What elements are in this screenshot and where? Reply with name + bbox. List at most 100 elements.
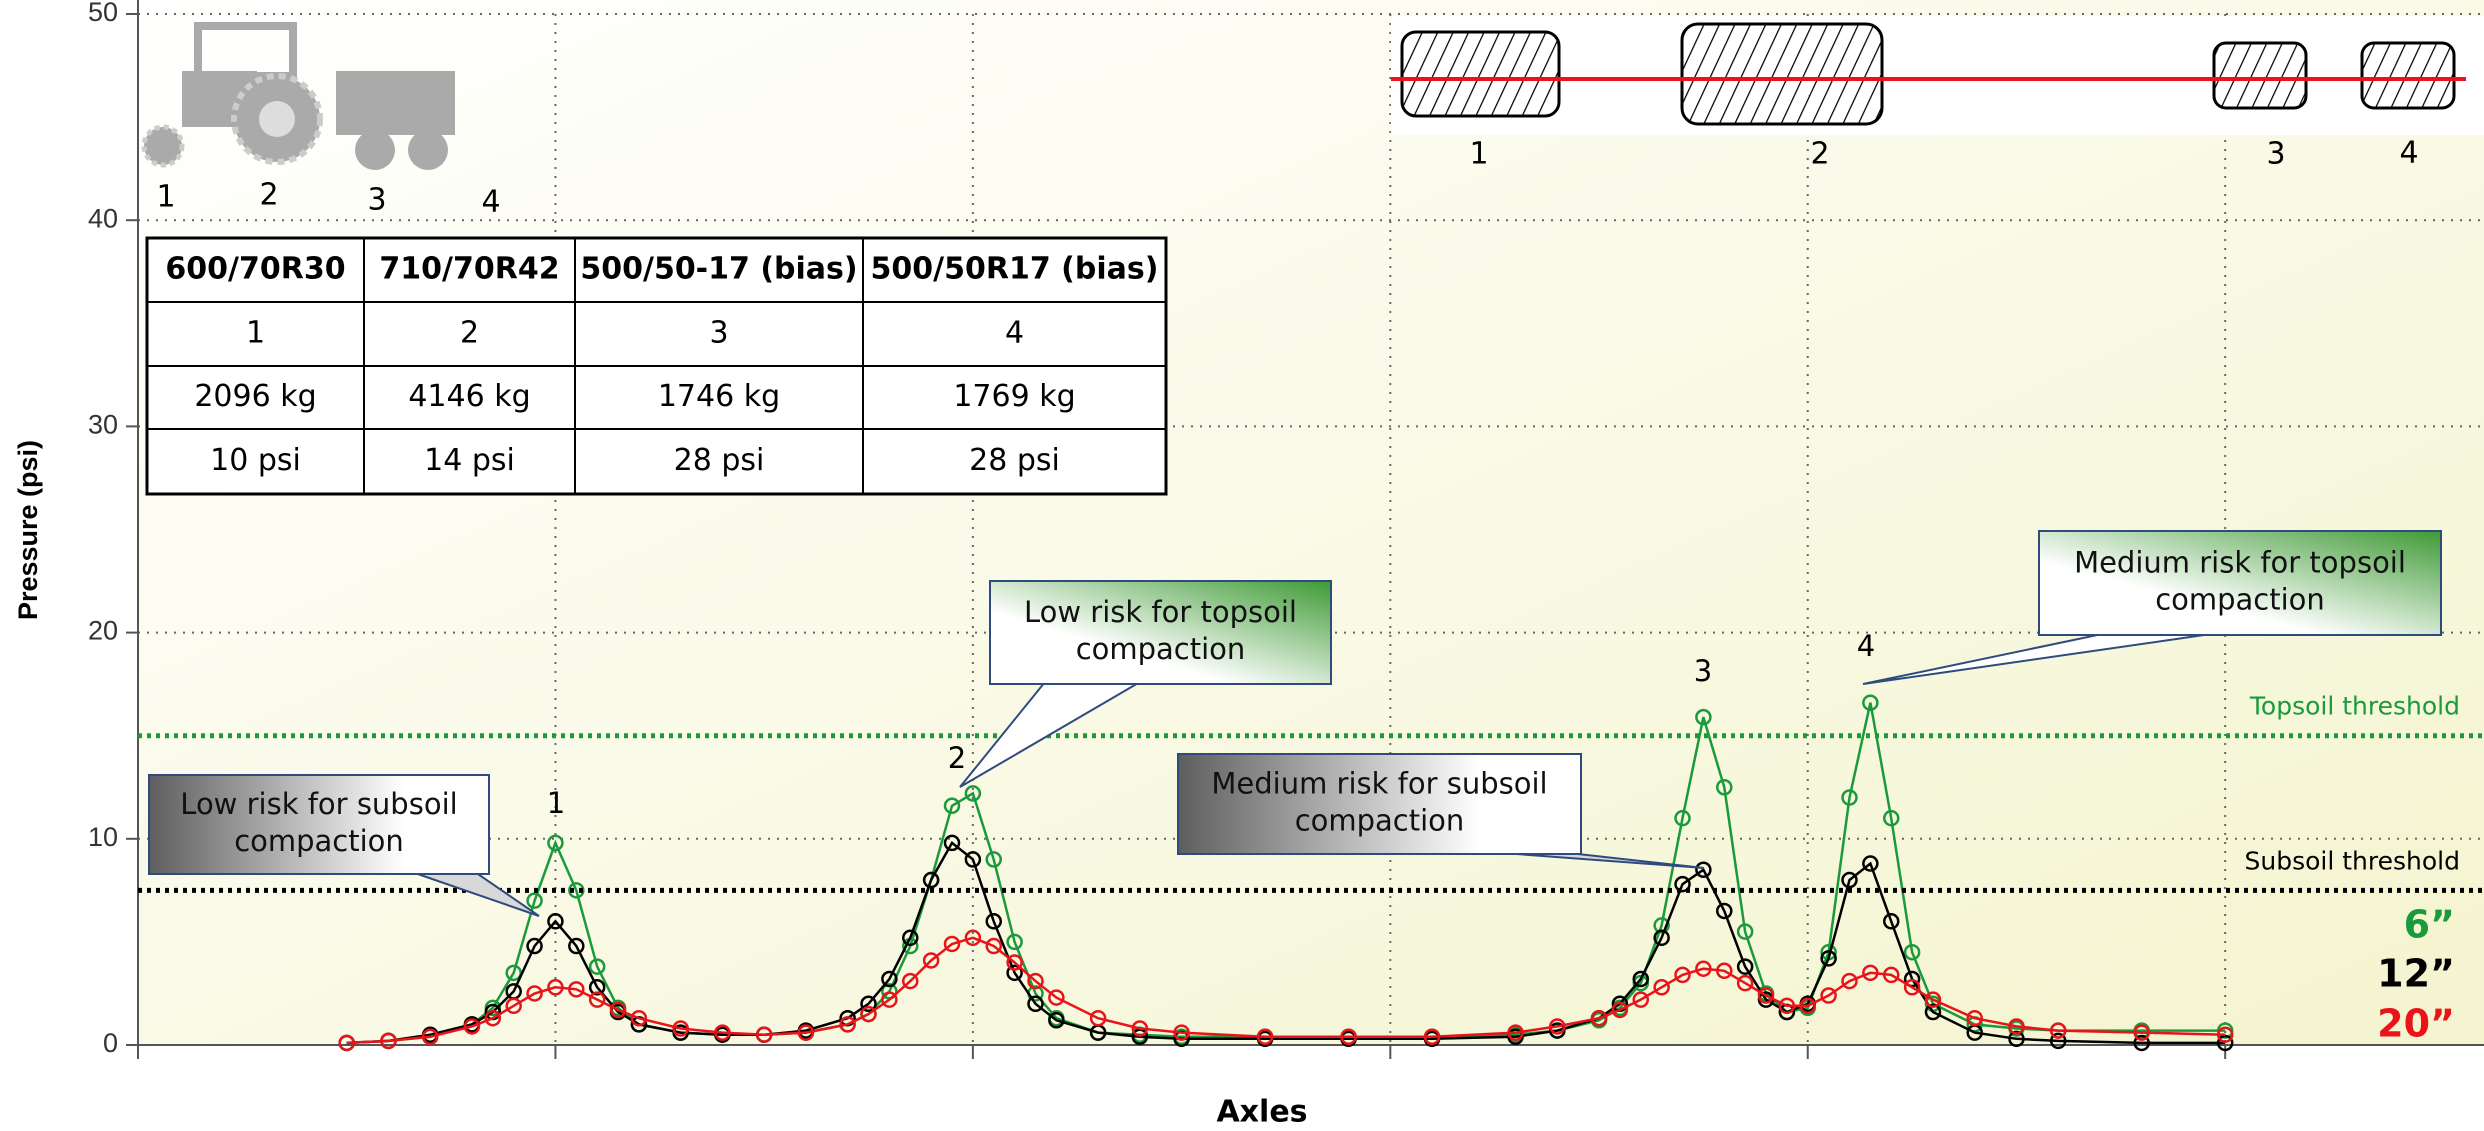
data-point (964, 785, 982, 802)
data-point (484, 1009, 502, 1027)
callout-box (148, 774, 490, 875)
data-point (902, 929, 919, 947)
callout-text: Low risk for topsoil (1024, 595, 1297, 629)
callout-text: Low risk for subsoil (180, 787, 457, 821)
data-point (1716, 779, 1733, 796)
data-point (1027, 995, 1044, 1013)
data-point (421, 1028, 439, 1046)
tractor-front-wheel (141, 124, 185, 168)
trailer-body (336, 71, 455, 135)
data-point (2133, 1024, 2150, 1041)
data-point (1590, 1009, 1608, 1027)
data-point (1716, 902, 1733, 920)
data-point (1736, 974, 1754, 992)
callout-text: compaction (2155, 583, 2325, 617)
data-point (1674, 809, 1691, 827)
data-point (2008, 1018, 2025, 1035)
data-point (1027, 972, 1044, 990)
data-point (943, 797, 961, 815)
data-point (1820, 987, 1837, 1004)
table-cell: 2096 kg (194, 379, 316, 414)
data-point (1653, 917, 1670, 934)
data-point (1716, 962, 1733, 980)
data-point (1882, 809, 1900, 827)
y-tick-label: 30 (88, 410, 118, 440)
table-header: 500/50R17 (bias) (871, 252, 1159, 287)
y-tick-label: 20 (88, 616, 118, 646)
data-point (964, 929, 982, 947)
table-cell: 14 psi (424, 443, 515, 478)
data-point (1048, 1012, 1065, 1029)
tire-icons (1391, 22, 2466, 126)
data-point (1924, 1003, 1942, 1021)
table-cell: 28 psi (969, 443, 1060, 478)
threshold-label: Subsoil threshold (2245, 846, 2460, 875)
data-point (1653, 929, 1670, 947)
data-point (630, 1009, 648, 1027)
tractor-icon (141, 22, 455, 170)
data-point (1757, 987, 1775, 1004)
data-point (2008, 1030, 2025, 1048)
data-point (922, 871, 940, 889)
data-point (463, 1018, 481, 1035)
data-point (672, 1020, 689, 1037)
tractor-hub (259, 101, 295, 137)
data-point (2216, 1034, 2234, 1052)
data-point (1632, 991, 1650, 1008)
legend-label: 6” (2404, 903, 2455, 947)
data-point (1611, 1001, 1629, 1019)
data-point (1841, 972, 1858, 990)
table-cell: 28 psi (674, 443, 765, 478)
data-point (609, 1001, 627, 1019)
y-tick-label: 40 (88, 203, 118, 233)
data-point (2049, 1032, 2067, 1050)
data-point (839, 1016, 856, 1033)
data-point (1131, 1028, 1149, 1046)
table-cell: 2 (460, 316, 479, 351)
data-point (547, 913, 564, 930)
data-point (1695, 708, 1712, 726)
peak-label: 2 (948, 741, 966, 775)
data-point (985, 937, 1002, 955)
data-point (1841, 871, 1858, 889)
tire (1400, 30, 1561, 118)
tire-label: 4 (2399, 136, 2418, 171)
data-point (338, 1034, 355, 1052)
table-cell: 10 psi (210, 443, 301, 478)
data-point (755, 1026, 773, 1043)
data-point (1903, 979, 1921, 996)
data-point (714, 1024, 731, 1041)
annotations: Pressure (psi) Axles 6” 12” 20” Topsoil thres… (13, 136, 2484, 1130)
data-point (568, 882, 585, 899)
axle-label: 1 (156, 180, 175, 215)
data-point (568, 937, 585, 955)
data-point (2133, 1034, 2150, 1052)
callout-box (1177, 753, 1582, 855)
axle-label: 2 (259, 178, 278, 213)
callout-text: compaction (1295, 804, 1465, 838)
data-point (588, 991, 606, 1008)
data-point (860, 1005, 877, 1023)
peak-label: 1 (547, 786, 565, 820)
data-point (1882, 966, 1900, 984)
data-point (1820, 950, 1837, 967)
legend-label: 12” (2377, 952, 2455, 996)
data-point (2216, 1026, 2234, 1043)
data-point (505, 964, 522, 982)
table-header: 500/50-17 (bias) (580, 252, 857, 287)
data-point (1653, 979, 1670, 996)
data-point (547, 979, 564, 996)
threshold-label: Topsoil threshold (2249, 692, 2460, 721)
data-point (985, 851, 1002, 868)
data-point (1006, 933, 1023, 951)
table-cell: 4146 kg (408, 379, 530, 414)
data-point (1903, 943, 1921, 961)
y-tick-label: 10 (88, 822, 118, 852)
data-point (1799, 997, 1817, 1015)
data-point (547, 834, 564, 852)
data-point (568, 981, 585, 998)
data-point (1089, 1009, 1107, 1027)
data-point (1862, 964, 1879, 982)
axle-label: 4 (481, 185, 500, 220)
